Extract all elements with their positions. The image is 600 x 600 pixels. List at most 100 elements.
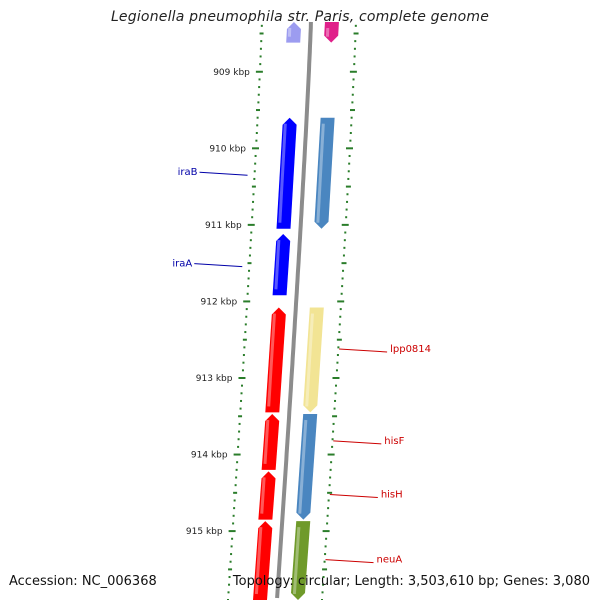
scale-tick-minor xyxy=(325,537,328,540)
scale-tick-minor xyxy=(333,407,336,410)
scale-tick-minor xyxy=(233,507,236,510)
scale-label: 910 kbp xyxy=(209,144,246,154)
scale-tick-minor xyxy=(327,507,330,510)
scale-tick-minor xyxy=(230,553,233,556)
scale-tick-minor xyxy=(326,522,329,525)
gene-reverse-6 xyxy=(303,307,324,413)
scale-tick-minor xyxy=(343,239,346,242)
scale-tick-minor xyxy=(256,124,259,127)
gene-labels: iraB iraA lpp0814 hisF hisH neuA xyxy=(172,167,431,565)
scale-tick-minor xyxy=(354,40,357,43)
scale-tick-minor xyxy=(327,499,330,502)
scale-tick-minor xyxy=(339,308,342,311)
scale-tick-minor xyxy=(343,246,346,249)
gene-iraB-shine xyxy=(278,123,287,223)
scale-tick-minor xyxy=(228,583,231,586)
scale-tick-minor xyxy=(336,361,339,364)
scale-tick-minor xyxy=(354,24,357,27)
scale-tick-minor xyxy=(256,116,259,119)
gene-label-iraA: iraA xyxy=(172,259,192,270)
gene-reverse-11 xyxy=(291,521,311,600)
scale-tick-minor xyxy=(253,170,256,173)
gene-track xyxy=(253,22,339,600)
gene-reverse-11-shine xyxy=(292,527,301,595)
scale-tick-minor xyxy=(245,315,248,318)
scale-tick-minor xyxy=(238,422,241,425)
gene-hisF xyxy=(261,413,280,470)
scale-ticks-outer xyxy=(321,24,359,600)
scale-tick-minor xyxy=(341,285,344,288)
scale-tick-minor xyxy=(353,55,356,58)
scale-tick-minor xyxy=(341,277,344,280)
label-leader-lpp0814 xyxy=(339,348,388,353)
gene-reverse-3-shine xyxy=(316,123,325,223)
scale-label: 911 kbp xyxy=(205,221,242,231)
scale-tick-minor xyxy=(353,47,356,50)
label-leader-hisF xyxy=(333,440,382,445)
scale-tick-minor xyxy=(346,200,349,203)
gene-label-neuA: neuA xyxy=(377,555,403,566)
scale-tick-minor xyxy=(245,308,248,311)
scale-tick-minor xyxy=(345,208,348,211)
gene-neuA xyxy=(253,521,273,600)
scale-tick-minor xyxy=(330,461,333,464)
scale-tick-minor xyxy=(347,177,350,180)
gene-iraA xyxy=(272,234,291,296)
scale-tick-minor xyxy=(328,484,331,487)
scale-tick-minor xyxy=(240,392,243,395)
scale-tick-minor xyxy=(351,101,354,104)
scale-tick-minor xyxy=(346,193,349,196)
topology-text: Topology: circular; Length: 3,503,610 bp… xyxy=(232,574,590,589)
gene-reverse-6-shine xyxy=(305,313,314,407)
gene-label-lpp0814: lpp0814 xyxy=(390,344,431,355)
gene-label-hisF: hisF xyxy=(384,436,404,447)
scale-tick-minor xyxy=(228,576,231,579)
scale-tick-minor xyxy=(233,499,236,502)
scale-tick-minor xyxy=(258,86,261,89)
scale-tick-minor xyxy=(351,93,354,96)
scale-tick-minor xyxy=(348,154,351,157)
scale-label: 913 kbp xyxy=(196,374,233,384)
scale-tick-minor xyxy=(246,292,249,295)
scale-tick-minor xyxy=(254,162,257,165)
scale-tick-minor xyxy=(234,484,237,487)
scale-tick-minor xyxy=(244,331,247,334)
scale-tick-minor xyxy=(349,132,352,135)
map-title: Legionella pneumophila str. Paris, compl… xyxy=(110,9,490,25)
scale-label: 909 kbp xyxy=(213,68,250,78)
scale-tick-minor xyxy=(242,354,245,357)
scale-ticks-inner xyxy=(227,24,264,600)
scale-tick-minor xyxy=(257,101,260,104)
scale-tick-minor xyxy=(250,231,253,234)
scale-tick-minor xyxy=(342,254,345,257)
scale-tick-minor xyxy=(259,63,262,66)
scale-tick-minor xyxy=(322,576,325,579)
scale-tick-minor xyxy=(252,200,255,203)
scale-tick-minor xyxy=(352,78,355,81)
scale-tick-minor xyxy=(260,40,263,43)
gene-hisH xyxy=(258,471,276,520)
scale-tick-minor xyxy=(324,553,327,556)
scale-tick-minor xyxy=(232,522,235,525)
scale-tick-minor xyxy=(227,591,230,594)
scale-tick-minor xyxy=(243,346,246,349)
scale-tick-minor xyxy=(253,177,256,180)
gene-reverse-8-shine xyxy=(298,419,308,514)
label-leader-hisH xyxy=(329,494,378,498)
gene-label-hisH: hisH xyxy=(381,490,403,501)
gene-iraA-shine xyxy=(274,239,281,290)
scale-tick-minor xyxy=(332,430,335,433)
scale-tick-minor xyxy=(339,315,342,318)
scale-tick-minor xyxy=(348,162,351,165)
genome-backbone xyxy=(275,21,313,599)
scale-tick-minor xyxy=(231,537,234,540)
label-leader-iraB xyxy=(199,171,248,176)
gene-hisF-shine xyxy=(263,419,270,464)
scale-tick-minor xyxy=(248,254,251,257)
gene-reverse-3 xyxy=(314,117,335,229)
scale-tick-minor xyxy=(350,116,353,119)
scale-tick-minor xyxy=(324,545,327,548)
scale-tick-minor xyxy=(247,285,250,288)
gene-reverse-8 xyxy=(296,413,318,520)
gene-lpp0814-shine xyxy=(267,313,276,407)
